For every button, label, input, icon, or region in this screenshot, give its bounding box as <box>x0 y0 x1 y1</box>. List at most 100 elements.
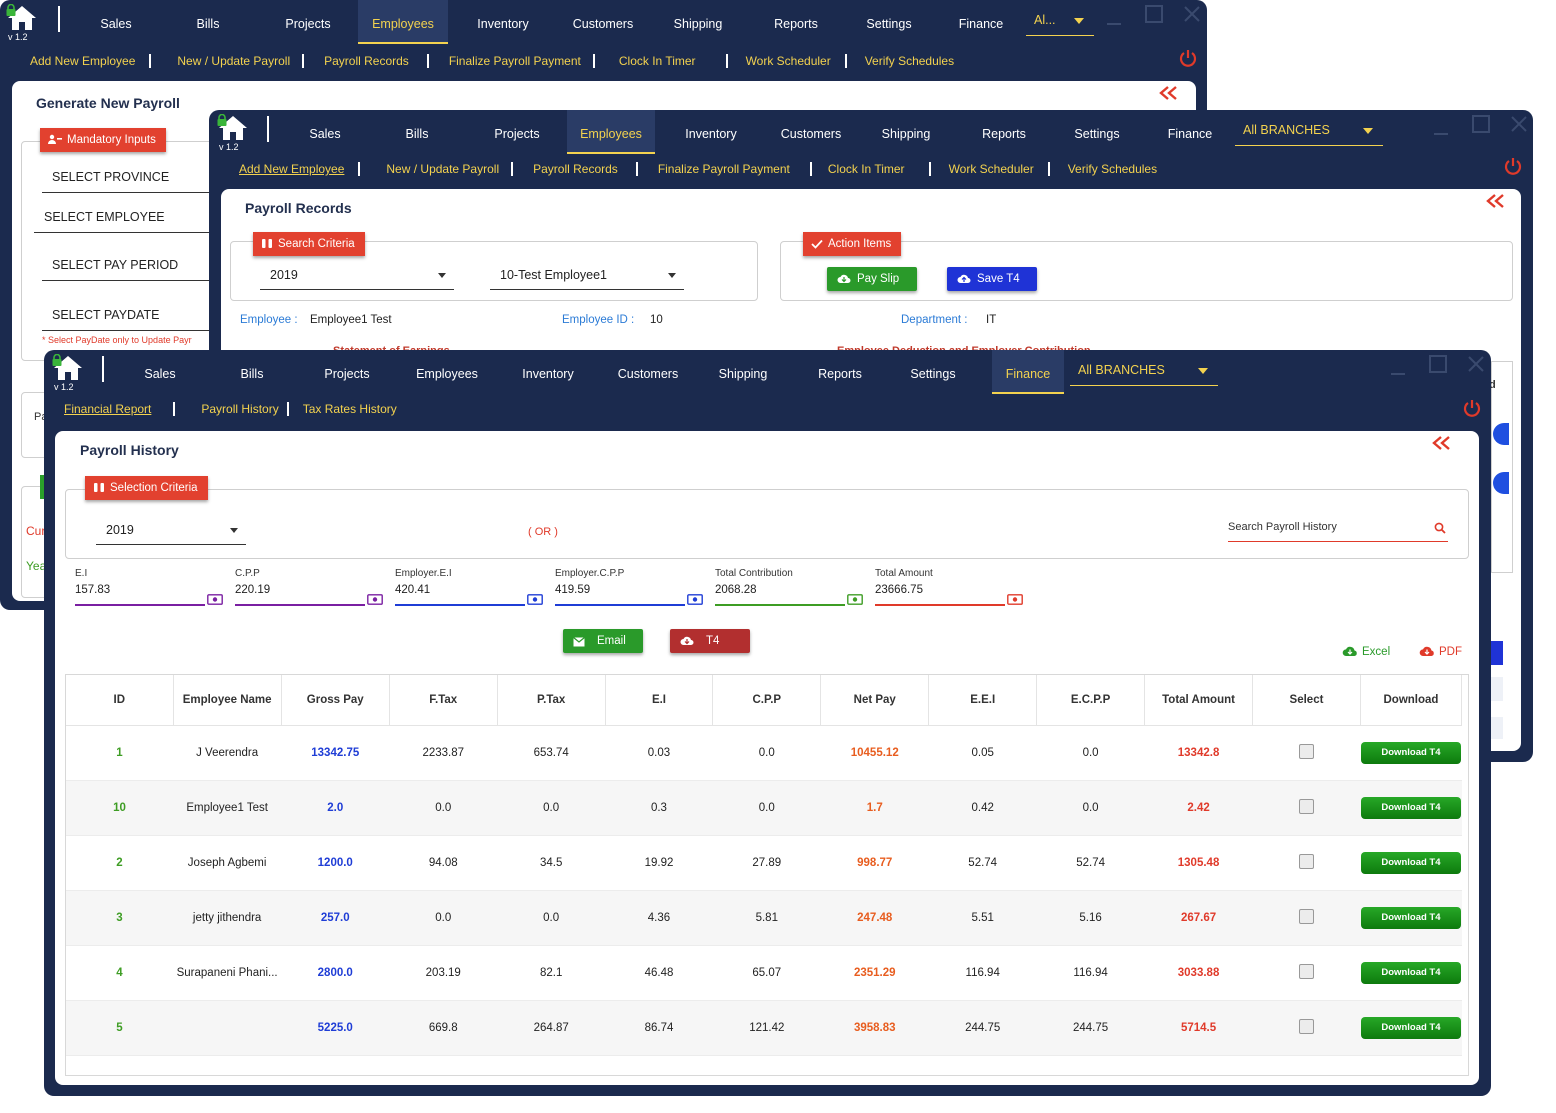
lock-icon[interactable] <box>6 4 16 16</box>
column-header[interactable]: E.E.I <box>928 675 1038 726</box>
home-button[interactable]: v 1.2 <box>6 4 42 44</box>
table-row[interactable]: 2 Joseph Agbemi 1200.0 94.08 34.5 19.92 27.89 9… <box>66 835 1462 891</box>
pdf-export-button[interactable]: PDF <box>1419 645 1462 658</box>
menu-bills[interactable]: Bills <box>196 17 220 31</box>
row-select-checkbox[interactable] <box>1298 854 1314 869</box>
select-paydate[interactable]: SELECT PAYDATE <box>42 303 232 331</box>
submenu-clock-timer[interactable]: Clock In Timer <box>595 54 728 68</box>
menu-sales[interactable]: Sales <box>144 367 176 381</box>
menu-bills[interactable]: Bills <box>240 367 264 381</box>
back-icon[interactable] <box>1485 193 1509 209</box>
table-row[interactable]: 3 jetty jithendra 257.0 0.0 0.0 4.36 5.81 247.4… <box>66 890 1462 946</box>
home-button[interactable]: v 1.2 <box>217 114 253 154</box>
submenu-update-payroll[interactable]: New / Update Payroll <box>151 54 305 68</box>
menu-finance[interactable]: Finance <box>992 350 1064 394</box>
download-t4-button[interactable]: Download T4 <box>1360 962 1461 984</box>
menu-sales[interactable]: Sales <box>100 17 132 31</box>
menu-projects[interactable]: Projects <box>324 367 370 381</box>
column-header[interactable]: Total Amount <box>1144 675 1254 726</box>
download-t4-button[interactable]: Download T4 <box>1360 907 1461 929</box>
branch-dropdown[interactable]: All BRANCHES <box>1235 116 1383 146</box>
menu-reports[interactable]: Reports <box>818 367 862 381</box>
minimize-icon[interactable] <box>1388 358 1408 378</box>
close-icon[interactable] <box>1509 114 1529 134</box>
column-header[interactable]: Gross Pay <box>281 675 390 726</box>
lock-icon[interactable] <box>217 114 227 126</box>
home-button[interactable]: v 1.2 <box>52 354 88 394</box>
menu-shipping[interactable]: Shipping <box>718 367 768 381</box>
menu-customers[interactable]: Customers <box>572 17 634 31</box>
menu-bills[interactable]: Bills <box>405 127 429 141</box>
power-icon[interactable] <box>1462 398 1482 418</box>
submenu-payroll-history[interactable]: Payroll History <box>175 402 289 416</box>
column-header[interactable]: E.I <box>605 675 714 726</box>
power-icon[interactable] <box>1503 156 1523 176</box>
menu-shipping[interactable]: Shipping <box>673 17 723 31</box>
submenu-work-scheduler[interactable]: Work Scheduler <box>728 54 847 68</box>
menu-inventory[interactable]: Inventory <box>685 127 737 141</box>
branch-dropdown[interactable]: Al... <box>1026 6 1094 36</box>
menu-shipping[interactable]: Shipping <box>881 127 931 141</box>
submenu-payroll-records[interactable]: Payroll Records <box>513 162 638 176</box>
row-select-checkbox[interactable] <box>1298 1019 1314 1034</box>
peek-blue-button-2[interactable] <box>1493 472 1509 494</box>
table-row[interactable]: 5 5225.0 669.8 264.87 86.74 121.42 3958.83 244.… <box>66 1000 1462 1056</box>
menu-employees[interactable]: Employees <box>567 110 655 154</box>
submenu-verify-schedules[interactable]: Verify Schedules <box>864 54 955 68</box>
submenu-tax-rates-history[interactable]: Tax Rates History <box>302 402 397 416</box>
submenu-finalize-payroll[interactable]: Finalize Payroll Payment <box>429 54 595 68</box>
menu-customers[interactable]: Customers <box>780 127 842 141</box>
submenu-update-payroll[interactable]: New / Update Payroll <box>360 162 514 176</box>
column-header[interactable]: E.C.P.P <box>1036 675 1146 726</box>
column-header[interactable]: P.Tax <box>497 675 606 726</box>
table-row[interactable]: 4 Surapaneni Phani... 2800.0 203.19 82.1 46.4… <box>66 945 1462 1001</box>
menu-employees[interactable]: Employees <box>416 367 478 381</box>
submenu-verify-schedules[interactable]: Verify Schedules <box>1067 162 1158 176</box>
minimize-icon[interactable] <box>1431 118 1451 138</box>
submenu-clock-timer[interactable]: Clock In Timer <box>812 162 931 176</box>
submenu-finalize-payroll[interactable]: Finalize Payroll Payment <box>638 162 812 176</box>
submenu-financial-report[interactable]: Financial Report <box>50 402 176 416</box>
download-t4-button[interactable]: Download T4 <box>1360 852 1461 874</box>
download-t4-button[interactable]: Download T4 <box>1360 1017 1461 1039</box>
row-select-checkbox[interactable] <box>1298 799 1314 814</box>
branch-dropdown[interactable]: All BRANCHES <box>1070 356 1218 386</box>
back-icon[interactable] <box>1431 435 1455 451</box>
email-button[interactable]: Email <box>563 629 643 653</box>
row-select-checkbox[interactable] <box>1298 909 1314 924</box>
row-select-checkbox[interactable] <box>1298 964 1314 979</box>
menu-inventory[interactable]: Inventory <box>522 367 574 381</box>
t4-button[interactable]: T4 <box>670 629 750 653</box>
maximize-icon[interactable] <box>1144 4 1164 24</box>
close-icon[interactable] <box>1466 354 1486 374</box>
save-t4-button[interactable]: Save T4 <box>947 267 1037 291</box>
column-header[interactable]: Net Pay <box>820 675 930 726</box>
back-icon[interactable] <box>1158 85 1182 101</box>
employee-select[interactable]: 10-Test Employee1 <box>490 263 684 290</box>
column-header[interactable]: F.Tax <box>389 675 498 726</box>
table-row[interactable]: 10 Employee1 Test 2.0 0.0 0.0 0.3 0.0 1.7 0.42 0.… <box>66 780 1462 836</box>
menu-finance[interactable]: Finance <box>958 17 1004 31</box>
menu-inventory[interactable]: Inventory <box>477 17 529 31</box>
column-header[interactable]: ID <box>66 675 174 726</box>
column-header[interactable]: Employee Name <box>173 675 282 726</box>
column-header[interactable]: Download <box>1360 675 1463 726</box>
row-select-checkbox[interactable] <box>1298 744 1314 759</box>
download-t4-button[interactable]: Download T4 <box>1360 742 1461 764</box>
menu-sales[interactable]: Sales <box>309 127 341 141</box>
menu-reports[interactable]: Reports <box>774 17 818 31</box>
menu-settings[interactable]: Settings <box>866 17 912 31</box>
menu-settings[interactable]: Settings <box>910 367 956 381</box>
search-payroll-history-input[interactable]: Search Payroll History <box>1228 515 1448 542</box>
lock-icon[interactable] <box>52 354 62 366</box>
excel-export-button[interactable]: Excel <box>1342 645 1390 658</box>
column-header[interactable]: Select <box>1252 675 1361 726</box>
download-t4-button[interactable]: Download T4 <box>1360 797 1461 819</box>
maximize-icon[interactable] <box>1471 114 1491 134</box>
minimize-icon[interactable] <box>1104 8 1124 28</box>
select-province[interactable]: SELECT PROVINCE <box>42 165 232 193</box>
submenu-add-employee[interactable]: Add New Employee <box>225 162 361 176</box>
menu-finance[interactable]: Finance <box>1167 127 1213 141</box>
select-employee[interactable]: SELECT EMPLOYEE <box>34 205 234 233</box>
